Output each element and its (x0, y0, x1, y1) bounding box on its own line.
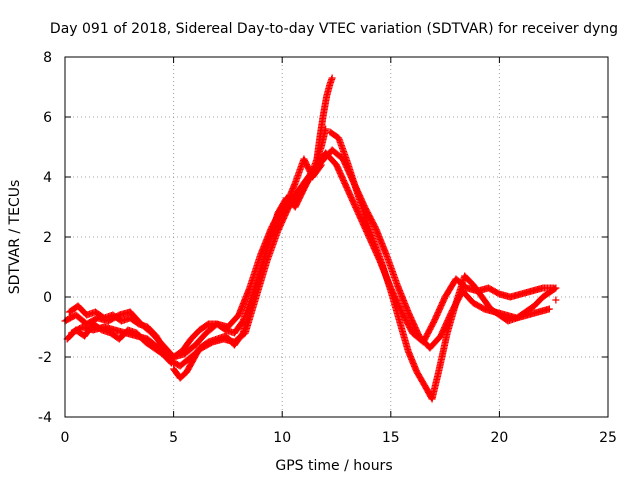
x-tick-label: 0 (61, 430, 70, 446)
x-tick-label: 10 (273, 430, 291, 446)
y-tick-label: 6 (43, 110, 52, 126)
data-point (328, 74, 336, 82)
data-point (552, 284, 560, 292)
y-tick-label: -2 (38, 350, 52, 366)
grid-lines (65, 57, 608, 417)
y-tick-label: 4 (43, 170, 52, 186)
x-tick-labels: 0 5 10 15 20 25 (61, 430, 617, 446)
data-point (545, 305, 553, 313)
axis-ticks (64, 56, 609, 418)
data-point (551, 285, 559, 293)
y-axis-label: SDTVAR / TECUs (7, 180, 23, 295)
chart-title: Day 091 of 2018, Sidereal Day-to-day VTE… (50, 21, 618, 37)
plot-frame (64, 56, 609, 418)
data-point (166, 358, 174, 366)
data-point (167, 359, 175, 367)
y-tick-label: 8 (43, 50, 52, 66)
data-point (316, 162, 324, 170)
x-tick-label: 15 (382, 430, 400, 446)
x-tick-label: 25 (599, 430, 617, 446)
data-points (61, 74, 560, 403)
y-tick-label: -4 (38, 410, 52, 426)
y-tick-label: 0 (43, 290, 52, 306)
y-tick-label: 2 (43, 230, 52, 246)
x-tick-label: 5 (169, 430, 178, 446)
data-point (552, 296, 560, 304)
x-tick-label: 20 (490, 430, 508, 446)
data-point (317, 161, 325, 169)
x-axis-label: GPS time / hours (275, 458, 392, 474)
y-tick-labels: -4 -2 0 2 4 6 8 (38, 50, 52, 426)
